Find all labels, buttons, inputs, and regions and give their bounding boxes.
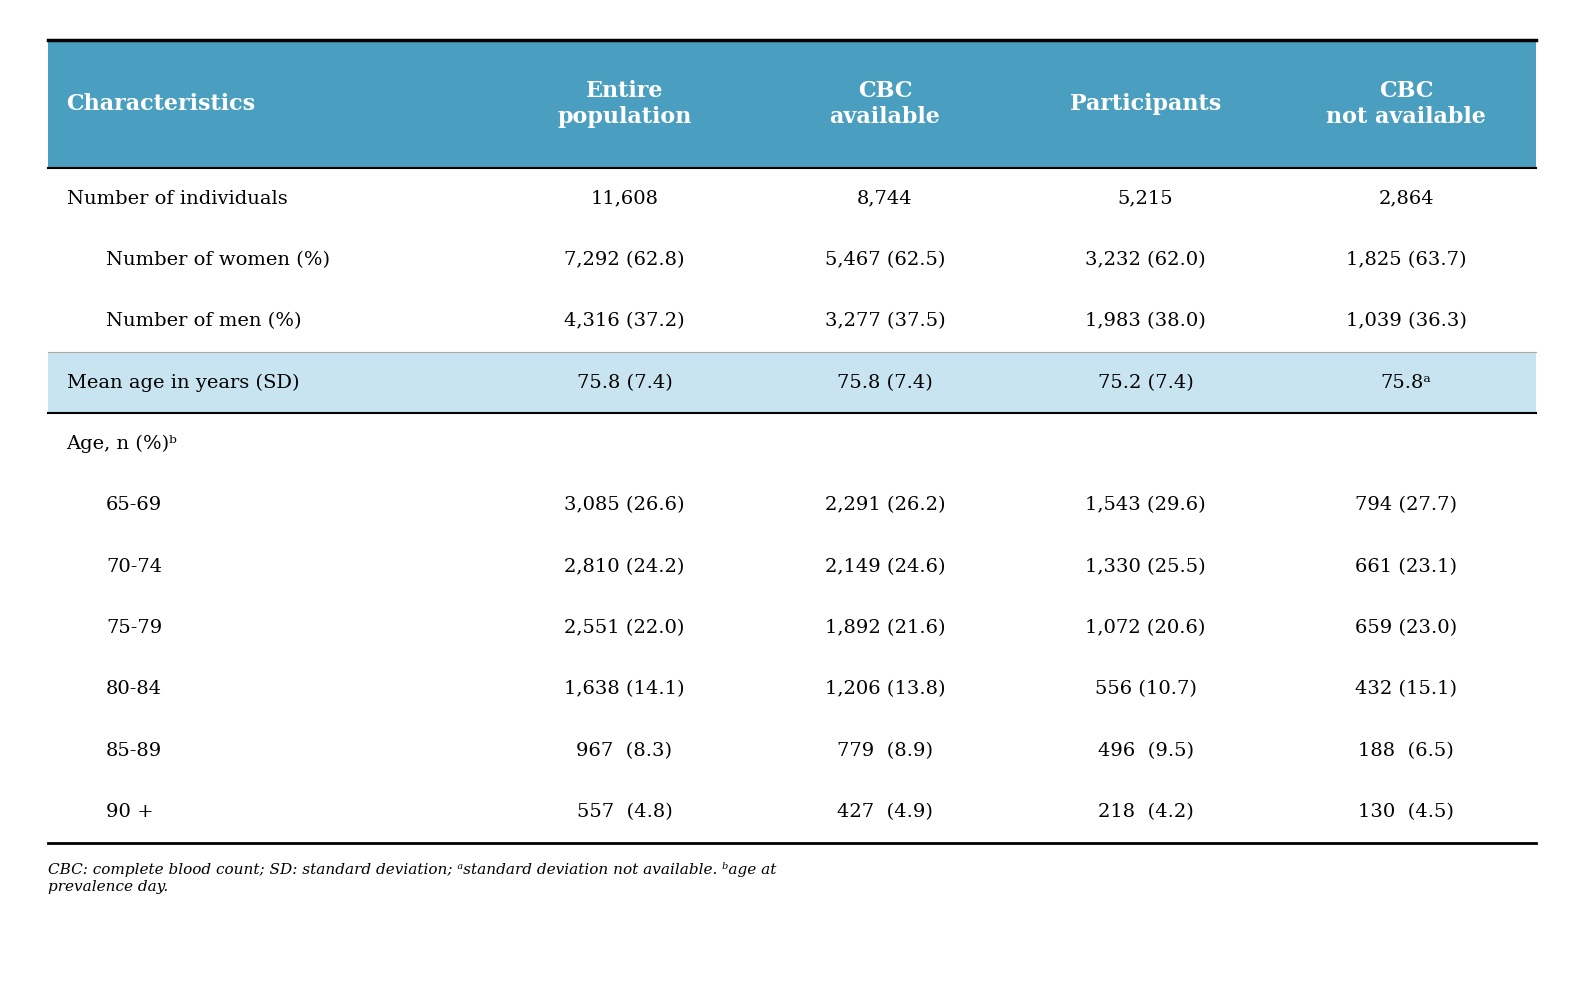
Text: CBC
not available: CBC not available xyxy=(1326,80,1486,128)
Text: 1,892 (21.6): 1,892 (21.6) xyxy=(825,619,946,637)
Text: 779  (8.9): 779 (8.9) xyxy=(836,742,933,760)
Text: Participants: Participants xyxy=(1071,93,1221,115)
Text: 2,149 (24.6): 2,149 (24.6) xyxy=(825,558,946,576)
Text: 2,291 (26.2): 2,291 (26.2) xyxy=(825,496,946,514)
Text: 75.8 (7.4): 75.8 (7.4) xyxy=(838,374,933,392)
Text: 188  (6.5): 188 (6.5) xyxy=(1359,742,1454,760)
Text: 4,316 (37.2): 4,316 (37.2) xyxy=(564,313,684,330)
Text: 1,825 (63.7): 1,825 (63.7) xyxy=(1346,251,1467,269)
Text: Number of men (%): Number of men (%) xyxy=(106,313,301,330)
Text: 557  (4.8): 557 (4.8) xyxy=(577,803,672,821)
Text: Characteristics: Characteristics xyxy=(67,93,255,115)
Text: 967  (8.3): 967 (8.3) xyxy=(577,742,673,760)
Text: 1,072 (20.6): 1,072 (20.6) xyxy=(1085,619,1205,637)
Text: 5,467 (62.5): 5,467 (62.5) xyxy=(825,251,946,269)
Text: 75-79: 75-79 xyxy=(106,619,163,637)
Text: Age, n (%)ᵇ: Age, n (%)ᵇ xyxy=(67,435,177,453)
Text: 1,206 (13.8): 1,206 (13.8) xyxy=(825,680,946,698)
Text: 2,810 (24.2): 2,810 (24.2) xyxy=(564,558,684,576)
Text: CBC: complete blood count; SD: standard deviation; ᵃstandard deviation not avail: CBC: complete blood count; SD: standard … xyxy=(48,862,776,894)
Text: Mean age in years (SD): Mean age in years (SD) xyxy=(67,374,299,392)
Text: 427  (4.9): 427 (4.9) xyxy=(836,803,933,821)
Text: 3,277 (37.5): 3,277 (37.5) xyxy=(825,313,946,330)
Text: 556 (10.7): 556 (10.7) xyxy=(1095,680,1196,698)
Text: 1,330 (25.5): 1,330 (25.5) xyxy=(1085,558,1205,576)
Text: 85-89: 85-89 xyxy=(106,742,163,760)
Text: 90 +: 90 + xyxy=(106,803,154,821)
Text: 11,608: 11,608 xyxy=(591,190,659,208)
Text: 1,638 (14.1): 1,638 (14.1) xyxy=(564,680,684,698)
Text: Entire
population: Entire population xyxy=(558,80,692,128)
Text: 80-84: 80-84 xyxy=(106,680,162,698)
Text: 1,039 (36.3): 1,039 (36.3) xyxy=(1346,313,1467,330)
Text: Number of individuals: Number of individuals xyxy=(67,190,287,208)
Bar xyxy=(48,40,1536,168)
Text: 70-74: 70-74 xyxy=(106,558,162,576)
Bar xyxy=(48,352,1536,413)
Text: 432 (15.1): 432 (15.1) xyxy=(1356,680,1457,698)
Text: 1,543 (29.6): 1,543 (29.6) xyxy=(1085,496,1205,514)
Text: CBC
available: CBC available xyxy=(830,80,941,128)
Text: 794 (27.7): 794 (27.7) xyxy=(1356,496,1457,514)
Text: 2,551 (22.0): 2,551 (22.0) xyxy=(564,619,684,637)
Text: 65-69: 65-69 xyxy=(106,496,163,514)
Text: 5,215: 5,215 xyxy=(1118,190,1174,208)
Text: 218  (4.2): 218 (4.2) xyxy=(1098,803,1193,821)
Text: 75.2 (7.4): 75.2 (7.4) xyxy=(1098,374,1193,392)
Text: 659 (23.0): 659 (23.0) xyxy=(1356,619,1457,637)
Text: 7,292 (62.8): 7,292 (62.8) xyxy=(564,251,684,269)
Text: 8,744: 8,744 xyxy=(857,190,912,208)
Text: Number of women (%): Number of women (%) xyxy=(106,251,329,269)
Text: 2,864: 2,864 xyxy=(1378,190,1434,208)
Text: 75.8 (7.4): 75.8 (7.4) xyxy=(577,374,672,392)
Text: 3,232 (62.0): 3,232 (62.0) xyxy=(1085,251,1205,269)
Text: 3,085 (26.6): 3,085 (26.6) xyxy=(564,496,684,514)
Text: 75.8ᵃ: 75.8ᵃ xyxy=(1381,374,1432,392)
Text: 1,983 (38.0): 1,983 (38.0) xyxy=(1085,313,1205,330)
Text: 130  (4.5): 130 (4.5) xyxy=(1357,803,1454,821)
Text: 496  (9.5): 496 (9.5) xyxy=(1098,742,1194,760)
Text: 661 (23.1): 661 (23.1) xyxy=(1356,558,1457,576)
